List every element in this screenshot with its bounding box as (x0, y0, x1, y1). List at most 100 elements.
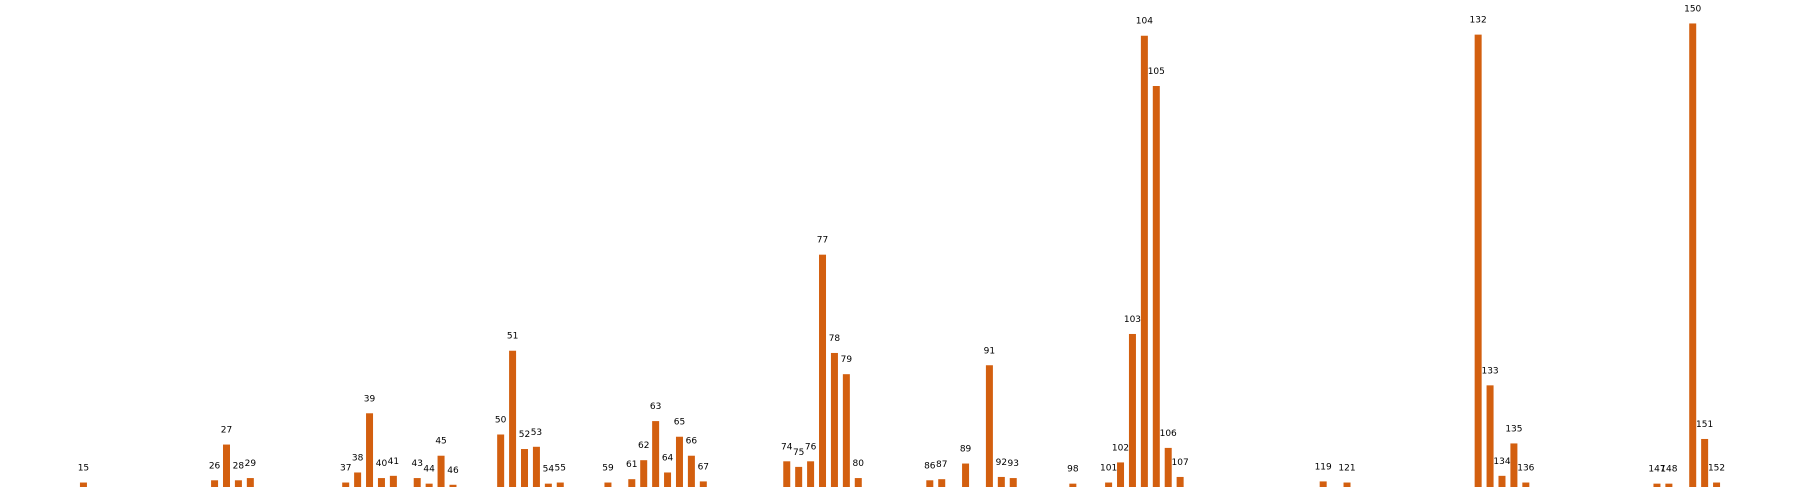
bar (1117, 462, 1125, 487)
bar (509, 350, 517, 487)
bar-label: 61 (626, 460, 637, 470)
bar-label: 27 (221, 426, 232, 436)
bar-label: 54 (543, 465, 555, 475)
bar-label: 87 (936, 460, 947, 470)
bar (1140, 35, 1148, 488)
bar-label: 43 (411, 459, 422, 469)
bar-label: 67 (698, 462, 709, 472)
bar (854, 478, 862, 487)
bar-label: 98 (1067, 465, 1079, 475)
bar-label: 51 (507, 332, 518, 342)
bar-label: 26 (209, 461, 221, 471)
bar (985, 365, 993, 487)
bar (1713, 482, 1721, 487)
bar (962, 463, 970, 487)
bar (640, 460, 648, 487)
bar-label: 46 (447, 466, 459, 476)
bar (795, 466, 803, 487)
bar-label: 104 (1136, 17, 1153, 27)
bar-label: 50 (495, 416, 507, 426)
bar (604, 482, 612, 487)
bar-label: 91 (984, 346, 995, 356)
bar-label: 134 (1493, 457, 1510, 467)
bar (1069, 483, 1077, 487)
bar-label: 148 (1660, 465, 1677, 475)
bar-label: 37 (340, 464, 351, 474)
bar-label: 59 (602, 464, 614, 474)
bar-label: 38 (352, 453, 364, 463)
bar-label: 77 (817, 236, 828, 246)
bar-label: 147 (1648, 465, 1665, 475)
bar (211, 480, 219, 487)
bar (413, 478, 421, 487)
bar (544, 483, 552, 487)
bar-label: 151 (1696, 420, 1713, 430)
bar-label: 119 (1315, 462, 1332, 472)
bar-label: 41 (388, 457, 399, 467)
bar-label: 106 (1160, 429, 1177, 439)
bar (1653, 483, 1661, 487)
bar (997, 476, 1005, 487)
bar (783, 461, 791, 487)
bar (926, 480, 934, 487)
bar-label: 80 (853, 459, 865, 469)
bar-label: 29 (245, 459, 257, 469)
bar-label: 107 (1172, 458, 1189, 468)
bar-label: 28 (233, 461, 245, 471)
bar (628, 479, 636, 487)
bar-label: 40 (376, 459, 388, 469)
bar (1176, 476, 1184, 487)
bar-label: 65 (674, 418, 685, 428)
bar (497, 434, 505, 487)
bar-label: 75 (793, 448, 804, 458)
bar (842, 374, 850, 487)
bar (1164, 447, 1172, 487)
bar-label: 39 (364, 394, 376, 404)
bar-label: 152 (1708, 464, 1725, 474)
bar (425, 483, 433, 487)
bar-label: 45 (435, 437, 446, 447)
bar (819, 254, 827, 487)
bar-label: 135 (1505, 424, 1522, 434)
bar-label: 66 (686, 437, 698, 447)
bar (1009, 478, 1017, 487)
bar-label: 55 (555, 464, 566, 474)
bar-label: 78 (829, 334, 841, 344)
bar-label: 132 (1470, 16, 1487, 26)
bar (1319, 481, 1327, 487)
bar (1343, 482, 1351, 487)
bar (687, 455, 695, 487)
bar-label: 64 (662, 453, 674, 463)
bar (222, 444, 230, 487)
bar-label: 103 (1124, 315, 1141, 325)
bar (377, 478, 385, 487)
bar-label: 92 (996, 458, 1007, 468)
bar-label: 52 (519, 430, 530, 440)
bar-label: 53 (531, 428, 542, 438)
bar (437, 455, 445, 487)
bar (234, 480, 242, 487)
bar (79, 482, 87, 487)
bar-label: 102 (1112, 443, 1129, 453)
bar-label: 121 (1338, 464, 1355, 474)
bar-label: 133 (1481, 366, 1498, 376)
bar-label: 79 (841, 355, 853, 365)
bar (1474, 34, 1482, 487)
bar-label: 101 (1100, 464, 1117, 474)
bar (1510, 443, 1518, 487)
bar-label: 93 (1008, 459, 1019, 469)
bar (652, 421, 660, 487)
bar (1498, 475, 1506, 487)
bar (532, 446, 540, 487)
bar-label: 74 (781, 442, 793, 452)
bar (1128, 333, 1136, 487)
bar (664, 472, 672, 487)
bar (521, 449, 529, 487)
bar (246, 478, 254, 487)
bar (1701, 438, 1709, 487)
bar-label: 44 (423, 465, 435, 475)
bar-label: 89 (960, 445, 972, 455)
bar (342, 482, 350, 487)
